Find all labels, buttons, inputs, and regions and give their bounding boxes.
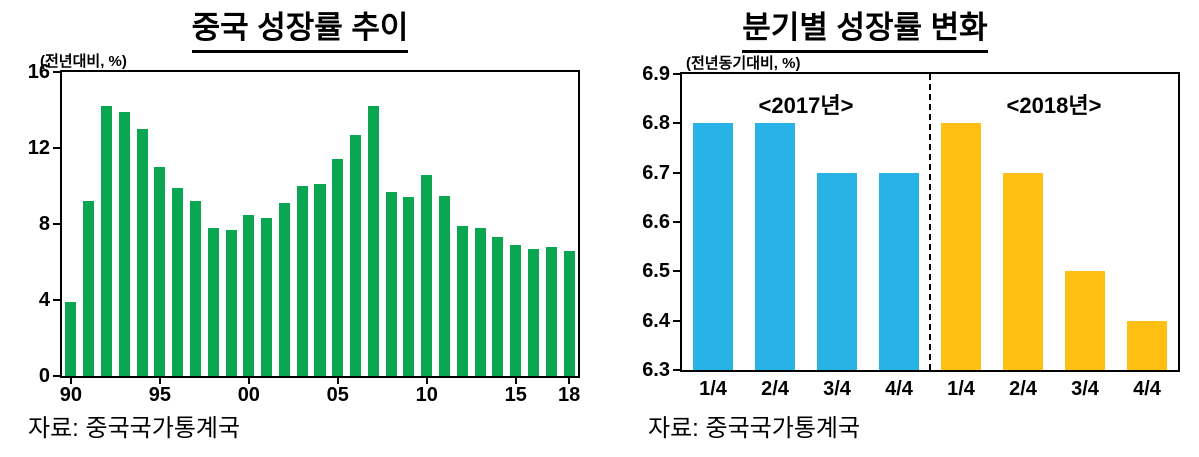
x-axis-tick-label: 1/4 bbox=[947, 378, 975, 400]
left-chart-source-note: 자료: 중국국가통계국 bbox=[28, 415, 241, 442]
x-axis-tick-mark bbox=[425, 378, 428, 384]
bar bbox=[65, 301, 77, 376]
x-axis-tick-label: 2/4 bbox=[1009, 378, 1037, 400]
bar bbox=[563, 250, 575, 376]
bar bbox=[261, 218, 273, 376]
y-axis-tick-mark bbox=[673, 369, 680, 371]
bar bbox=[545, 246, 557, 376]
y-axis-tick-mark bbox=[673, 122, 680, 125]
bar bbox=[314, 184, 326, 376]
y-axis-tick-mark bbox=[673, 73, 680, 75]
x-axis-tick-label: 18 bbox=[557, 384, 581, 406]
y-axis-tick-mark bbox=[53, 299, 60, 301]
bar bbox=[332, 159, 344, 376]
y-axis-tick-label: 6.6 bbox=[642, 211, 670, 233]
bar bbox=[83, 201, 95, 376]
bar bbox=[350, 134, 362, 376]
bar bbox=[243, 214, 255, 376]
bar bbox=[385, 191, 397, 376]
y-axis-tick-mark bbox=[53, 71, 60, 73]
x-axis-tick-label: 05 bbox=[326, 384, 349, 406]
x-axis-tick-label: 00 bbox=[237, 384, 260, 406]
left-chart-title-text: 중국 성장률 추이 bbox=[191, 2, 409, 53]
x-axis-tick-mark bbox=[336, 378, 339, 384]
bar bbox=[456, 225, 468, 376]
bar bbox=[172, 187, 184, 376]
x-axis-tick-mark bbox=[514, 378, 517, 384]
group-year-label: <2017년> bbox=[758, 93, 854, 118]
bar bbox=[154, 167, 166, 376]
x-axis-tick-label: 15 bbox=[504, 384, 527, 406]
bar bbox=[1002, 172, 1044, 370]
y-axis-tick-mark bbox=[673, 221, 680, 223]
y-axis-tick-label: 6.3 bbox=[642, 359, 670, 381]
right-chart-unit-label: (전년동기대비, %) bbox=[686, 55, 801, 72]
bar bbox=[878, 172, 920, 370]
bar bbox=[940, 123, 982, 370]
x-axis-tick-label: 4/4 bbox=[1133, 378, 1161, 400]
bar bbox=[510, 244, 522, 376]
bar bbox=[278, 203, 290, 376]
left-chart-plot-area bbox=[60, 70, 580, 378]
bar bbox=[528, 248, 540, 376]
y-axis-tick-label: 6.7 bbox=[642, 161, 670, 184]
right-chart-plot-area: <2017년> <2018년> bbox=[680, 72, 1180, 372]
x-axis-tick-label: 10 bbox=[415, 384, 438, 406]
x-axis-tick-label: 2/4 bbox=[761, 378, 789, 400]
bar bbox=[136, 129, 148, 376]
bar bbox=[225, 229, 237, 376]
y-axis-tick-label: 6.9 bbox=[642, 63, 670, 85]
bar bbox=[754, 123, 796, 370]
left-chart-unit-label: (전년대비, %) bbox=[40, 53, 127, 70]
bar bbox=[1126, 320, 1168, 370]
y-axis-tick-label: 6.4 bbox=[642, 309, 670, 332]
x-axis-tick-label: 90 bbox=[59, 384, 83, 406]
y-axis-tick-label: 16 bbox=[27, 61, 50, 83]
bar bbox=[189, 201, 201, 376]
y-axis-tick-mark bbox=[673, 270, 680, 273]
x-axis-tick-label: 1/4 bbox=[699, 378, 727, 400]
group-year-label: <2018년> bbox=[1006, 93, 1102, 118]
y-axis-tick-mark bbox=[53, 375, 60, 377]
bar bbox=[296, 186, 308, 376]
bar bbox=[816, 172, 858, 370]
y-axis-tick-label: 6.8 bbox=[642, 112, 670, 135]
x-axis-tick-mark bbox=[247, 378, 250, 384]
y-axis-tick-label: 6.5 bbox=[642, 260, 670, 283]
x-axis-tick-label: 3/4 bbox=[1071, 378, 1099, 400]
bar bbox=[1064, 271, 1106, 370]
bar bbox=[492, 237, 504, 376]
y-axis-tick-label: 4 bbox=[38, 289, 50, 311]
bar bbox=[207, 227, 219, 376]
bar bbox=[403, 197, 415, 376]
y-axis-tick-mark bbox=[673, 319, 680, 322]
bar bbox=[100, 106, 112, 376]
x-axis-tick-label: 4/4 bbox=[885, 378, 913, 400]
x-axis-tick-mark bbox=[158, 378, 161, 384]
bar bbox=[692, 123, 734, 370]
bar bbox=[421, 174, 433, 376]
bar bbox=[118, 111, 130, 376]
y-axis-tick-mark bbox=[673, 171, 680, 174]
bar bbox=[439, 195, 451, 376]
x-axis-tick-mark bbox=[568, 378, 571, 384]
quarterly-growth-chart-section: 분기별 성장률 변화 (전년동기대비, %) <2017년> <2018년> 자료… bbox=[600, 0, 1199, 457]
left-chart-title: 중국 성장률 추이 bbox=[0, 2, 600, 53]
x-axis-tick-mark bbox=[69, 378, 72, 384]
bar bbox=[367, 106, 379, 376]
right-chart-title: 분기별 성장률 변화 bbox=[600, 2, 1130, 53]
y-axis-tick-label: 0 bbox=[38, 365, 50, 387]
x-axis-tick-label: 3/4 bbox=[823, 378, 851, 400]
right-chart-title-text: 분기별 성장률 변화 bbox=[742, 2, 988, 53]
x-axis-tick-label: 95 bbox=[148, 384, 171, 406]
annual-growth-chart-section: 중국 성장률 추이 (전년대비, %) 자료: 중국국가통계국 0 4 8 12 16 9… bbox=[0, 2, 600, 442]
y-axis-tick-label: 8 bbox=[38, 213, 50, 235]
y-axis-tick-label: 12 bbox=[27, 137, 50, 159]
year-separator-line bbox=[929, 74, 931, 370]
y-axis-tick-mark bbox=[53, 147, 60, 149]
bar bbox=[474, 227, 486, 376]
right-chart-source-note: 자료: 중국국가통계국 bbox=[648, 415, 861, 442]
y-axis-tick-mark bbox=[53, 223, 60, 225]
